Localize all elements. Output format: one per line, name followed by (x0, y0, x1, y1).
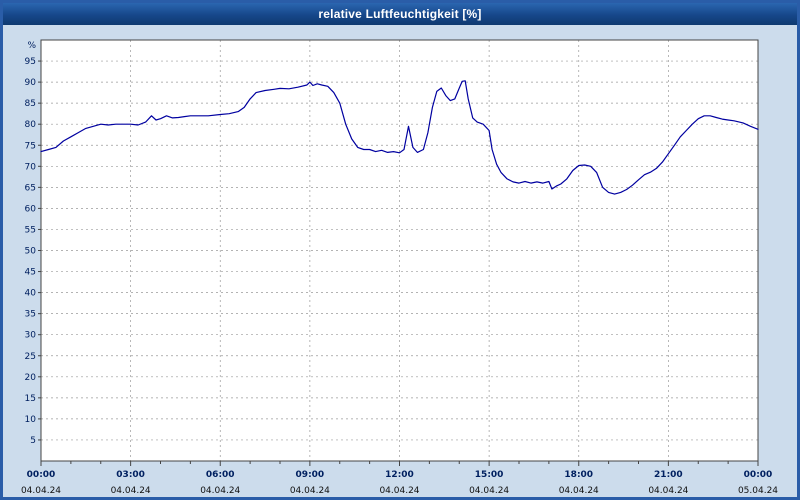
x-tick-time-label: 00:00 (27, 470, 56, 480)
x-tick-date-label: 04.04.24 (648, 486, 688, 496)
x-tick-date-label: 04.04.24 (200, 486, 240, 496)
y-tick-label: 25 (25, 352, 36, 362)
plot-frame (40, 39, 759, 462)
y-tick-label: 95 (25, 57, 36, 67)
y-tick-label: 35 (25, 310, 36, 320)
humidity-chart-svg: 5 10 15 20 25 30 35 40 45 50 55 60 65 70 75 80 85 90 95% 00… (21, 39, 778, 496)
x-tick-time-label: 15:00 (475, 470, 504, 480)
x-tick-time-label: 18:00 (564, 470, 593, 480)
x-tick-date-label: 04.04.24 (111, 486, 151, 496)
y-tick-label: 60 (25, 204, 37, 214)
y-tick-label: 65 (25, 183, 36, 193)
x-tick-time-label: 03:00 (116, 470, 145, 480)
x-tick-date-label: 04.04.24 (379, 486, 419, 496)
y-tick-label: 15 (25, 394, 36, 404)
y-axis-unit-label: % (27, 41, 36, 51)
title-bar: relative Luftfeuchtigkeit [%] (3, 3, 797, 25)
y-tick-label: 90 (25, 78, 37, 88)
x-tick-date-label: 04.04.24 (21, 486, 61, 496)
y-tick-label: 55 (25, 225, 36, 235)
y-tick-label: 20 (25, 373, 37, 383)
y-tick-label: 50 (25, 247, 37, 257)
window-title: relative Luftfeuchtigkeit [%] (318, 7, 482, 21)
y-tick-label: 5 (30, 436, 36, 446)
x-tick-date-label: 04.04.24 (469, 486, 509, 496)
y-tick-label: 10 (25, 415, 37, 425)
x-tick-date-label: 04.04.24 (290, 486, 330, 496)
y-tick-label: 40 (25, 289, 37, 299)
x-tick-time-label: 09:00 (296, 470, 325, 480)
y-tick-label: 30 (25, 331, 37, 341)
chart-area: 5 10 15 20 25 30 35 40 45 50 55 60 65 70 75 80 85 90 95% 00… (3, 25, 797, 497)
x-tick-time-label: 12:00 (385, 470, 414, 480)
x-tick-time-label: 21:00 (654, 470, 683, 480)
y-tick-label: 80 (25, 120, 37, 130)
y-tick-label: 45 (25, 268, 36, 278)
humidity-series-line (40, 80, 759, 195)
x-tick-time-label: 00:00 (744, 470, 773, 480)
y-tick-label: 75 (25, 141, 36, 151)
y-tick-label: 85 (25, 99, 36, 109)
x-tick-time-label: 06:00 (206, 470, 235, 480)
y-tick-label: 70 (25, 162, 37, 172)
x-tick-date-label: 04.04.24 (559, 486, 599, 496)
x-tick-date-label: 05.04.24 (738, 486, 778, 496)
